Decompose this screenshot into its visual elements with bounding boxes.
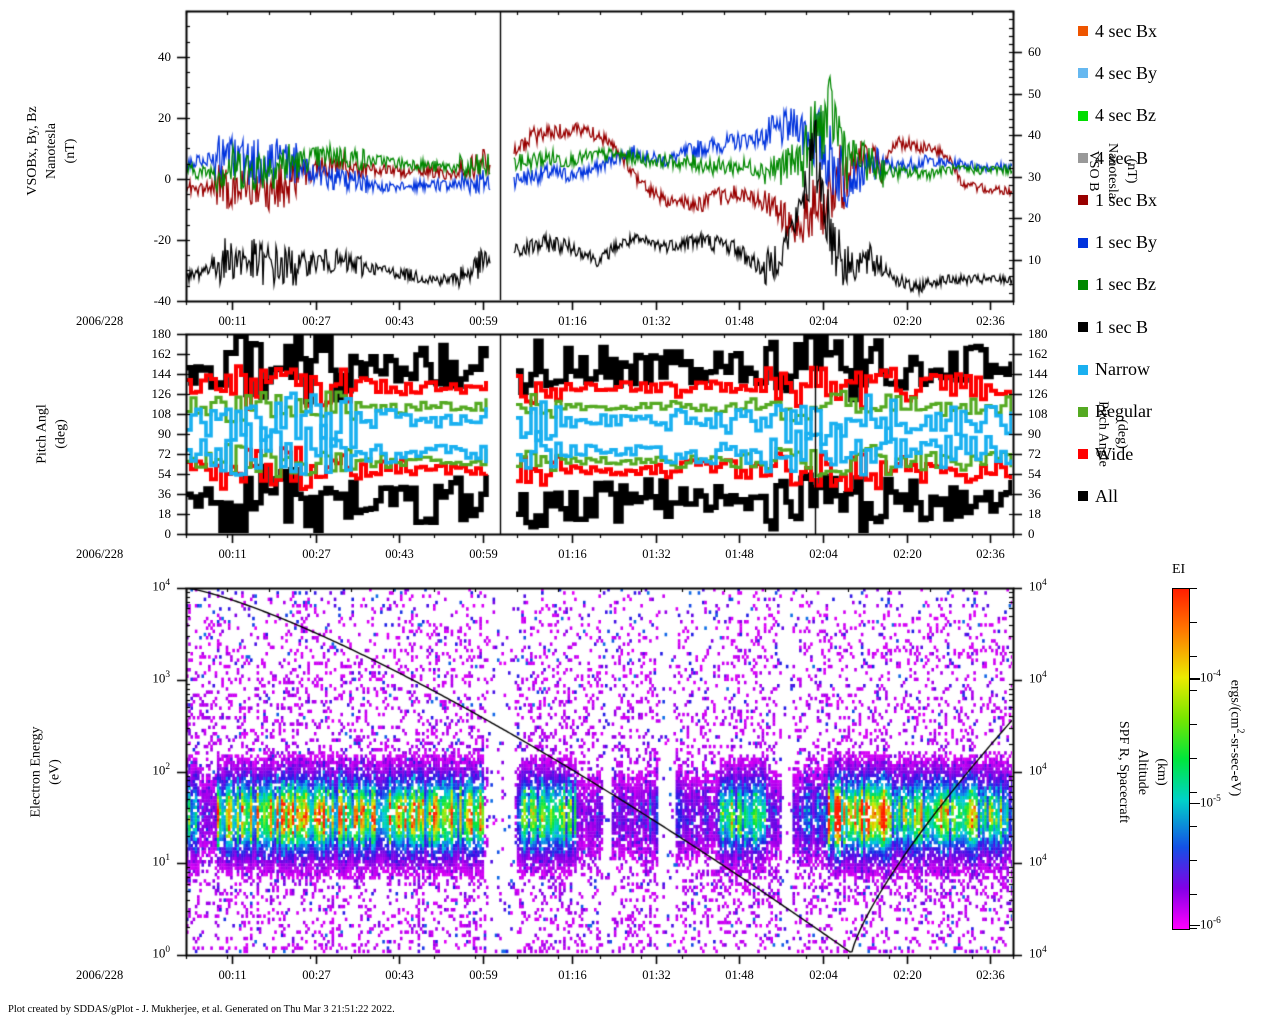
colorbar-major-tick (1190, 678, 1200, 680)
colorbar-tick (1190, 758, 1197, 759)
legend-item-label: 4 sec B (1095, 147, 1148, 168)
legend-item-4-sec-by[interactable]: 4 sec By (1078, 52, 1278, 94)
legend-item-label: 1 sec Bx (1095, 189, 1157, 210)
colorbar-gradient (1172, 588, 1190, 930)
colorbar-tick (1190, 588, 1197, 589)
legend-item-label: 4 sec Bz (1095, 105, 1156, 126)
footer-credit: Plot created by SDDAS/gPlot - J. Mukherj… (8, 1004, 395, 1015)
colorbar-tick-label: 10-4 (1200, 669, 1221, 685)
colorbar-tick (1190, 792, 1197, 793)
legend-swatch-icon (1078, 406, 1088, 417)
legend-swatch-icon (1078, 322, 1088, 333)
legend-swatch-icon (1078, 364, 1088, 375)
colorbar-tick (1190, 894, 1197, 895)
legend-swatch-icon (1078, 491, 1088, 502)
legend-item-all[interactable]: All (1078, 475, 1278, 517)
legend-item-label: Regular (1095, 401, 1152, 422)
legend-swatch-icon (1078, 449, 1088, 460)
legend-item-label: 1 sec By (1095, 232, 1157, 253)
legend-swatch-icon (1078, 68, 1088, 79)
legend-swatch-icon (1078, 195, 1088, 206)
legend-item-4-sec-bz[interactable]: 4 sec Bz (1078, 95, 1278, 137)
legend-item-narrow[interactable]: Narrow (1078, 348, 1278, 390)
legend-item-label: 1 sec Bz (1095, 274, 1156, 295)
legend-item-wide[interactable]: Wide (1078, 433, 1278, 475)
colorbar-major-tick (1190, 802, 1200, 805)
legend-item-label: 4 sec Bx (1095, 20, 1157, 41)
colorbar-tick (1190, 656, 1197, 657)
legend-swatch-icon (1078, 153, 1088, 164)
legend-item-1-sec-bz[interactable]: 1 sec Bz (1078, 264, 1278, 306)
legend-swatch-icon (1078, 237, 1088, 248)
legend-item-label: Wide (1095, 443, 1134, 464)
colorbar-tick (1190, 928, 1197, 929)
legend-item-label: Narrow (1095, 359, 1150, 380)
colorbar-major-tick (1190, 924, 1200, 927)
legend-item-label: 4 sec By (1095, 62, 1157, 83)
colorbar-tick-label: 10-6 (1200, 915, 1221, 931)
legend-item-1-sec-by[interactable]: 1 sec By (1078, 221, 1278, 263)
colorbar-tick-label: 10-5 (1200, 793, 1221, 810)
legend: 4 sec Bx 4 sec By 4 sec Bz 4 sec B 1 sec Bx 1… (1078, 10, 1278, 518)
colorbar-tick (1190, 622, 1197, 623)
colorbar-title: EI (1172, 562, 1186, 577)
colorbar-tick (1190, 826, 1197, 827)
legend-item-1-sec-b[interactable]: 1 sec B (1078, 306, 1278, 348)
legend-item-regular[interactable]: Regular (1078, 391, 1278, 433)
legend-item-1-sec-bx[interactable]: 1 sec Bx (1078, 179, 1278, 221)
legend-item-label: All (1095, 485, 1119, 506)
legend-swatch-icon (1078, 110, 1088, 121)
legend-item-4-sec-bx[interactable]: 4 sec Bx (1078, 10, 1278, 52)
colorbar-tick (1190, 690, 1197, 691)
legend-item-4-sec-b[interactable]: 4 sec B (1078, 137, 1278, 179)
colorbar-tick (1190, 860, 1197, 861)
legend-item-label: 1 sec B (1095, 316, 1148, 337)
legend-swatch-icon (1078, 279, 1088, 290)
colorbar-tick (1190, 724, 1197, 725)
legend-swatch-icon (1078, 26, 1088, 37)
